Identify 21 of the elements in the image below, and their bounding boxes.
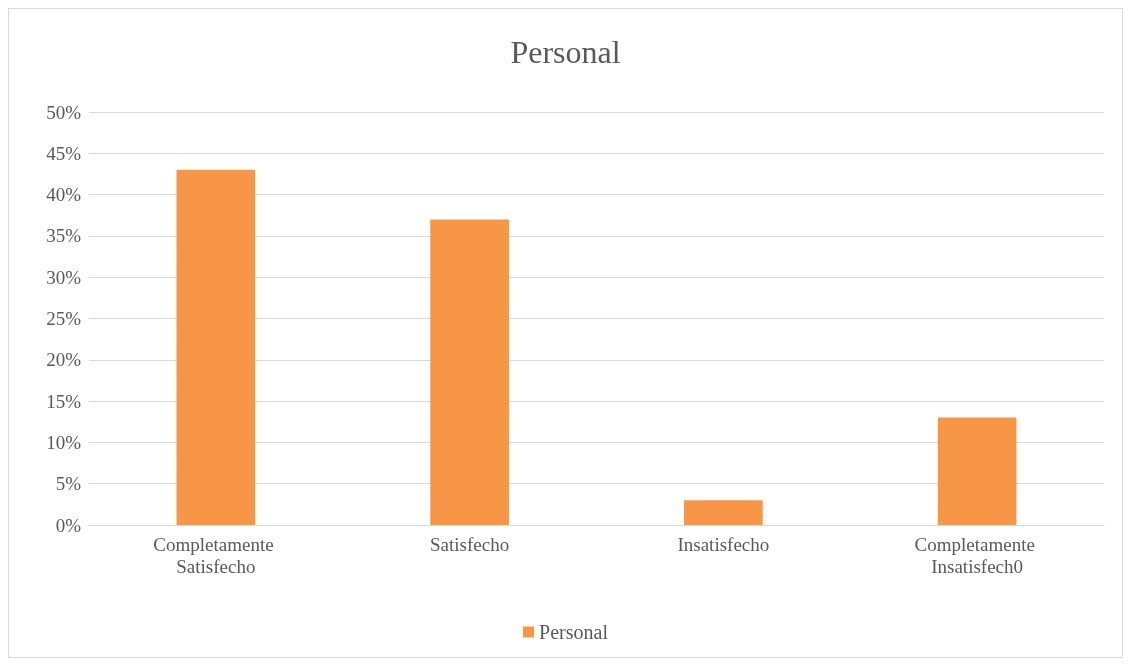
y-tick-label: 5% [55, 473, 82, 495]
y-tick-label: 15% [46, 390, 82, 412]
y-tick-label: 50% [46, 101, 82, 123]
bar [937, 417, 1017, 525]
y-tick-label: 0% [55, 514, 82, 536]
y-tick-label: 40% [46, 184, 82, 206]
chart-title: Personal [510, 34, 621, 70]
x-tick-label: Completamente Insatisfech0 [914, 533, 1040, 577]
y-tick-label: 10% [46, 431, 82, 453]
x-tick-label: Insatisfecho [677, 533, 770, 555]
bar [684, 500, 763, 525]
y-tick-label: 30% [46, 266, 82, 288]
y-tick-label: 35% [46, 225, 82, 247]
y-tick-label: 20% [46, 349, 82, 371]
y-tick-label: 25% [46, 308, 82, 329]
bar [176, 169, 256, 525]
y-tick-label: 45% [46, 142, 82, 164]
x-tick-label: Satisfecho [430, 533, 510, 555]
legend-label: Personal [539, 621, 609, 643]
x-tick-label: Completamente Satisfecho [153, 533, 279, 577]
bar [430, 219, 509, 525]
